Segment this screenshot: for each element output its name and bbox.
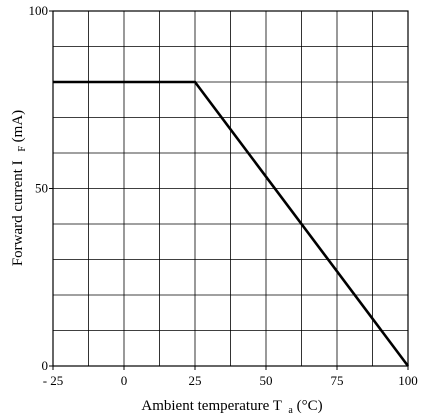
x-tick-label: 75 — [331, 373, 344, 388]
grid-lines — [53, 11, 408, 366]
y-axis-title-suffix: (mA) — [10, 110, 26, 143]
y-tick-label: 100 — [29, 3, 49, 18]
y-tick-label: 0 — [42, 358, 49, 373]
x-tick-label: 0 — [121, 373, 128, 388]
x-tick-label: 50 — [260, 373, 273, 388]
x-axis-title-prefix: Ambient temperature T — [141, 398, 281, 414]
y-tick-label: 50 — [35, 181, 48, 196]
forward-current-derating-line — [53, 80, 410, 367]
x-axis-title-subscript: a — [288, 405, 293, 415]
data-series — [53, 80, 410, 367]
x-tick-label: 25 — [189, 373, 202, 388]
x-tick-label: 100 — [398, 373, 418, 388]
y-axis-title-prefix: Forward current I — [10, 160, 26, 266]
x-axis-title-suffix: (°C) — [297, 398, 323, 414]
y-axis-title: Forward current I F (mA) — [10, 110, 29, 266]
x-axis-title: Ambient temperature T a (°C) — [141, 398, 322, 415]
x-tick-label: - 25 — [43, 373, 64, 388]
y-axis-title-subscript: F — [17, 146, 28, 152]
